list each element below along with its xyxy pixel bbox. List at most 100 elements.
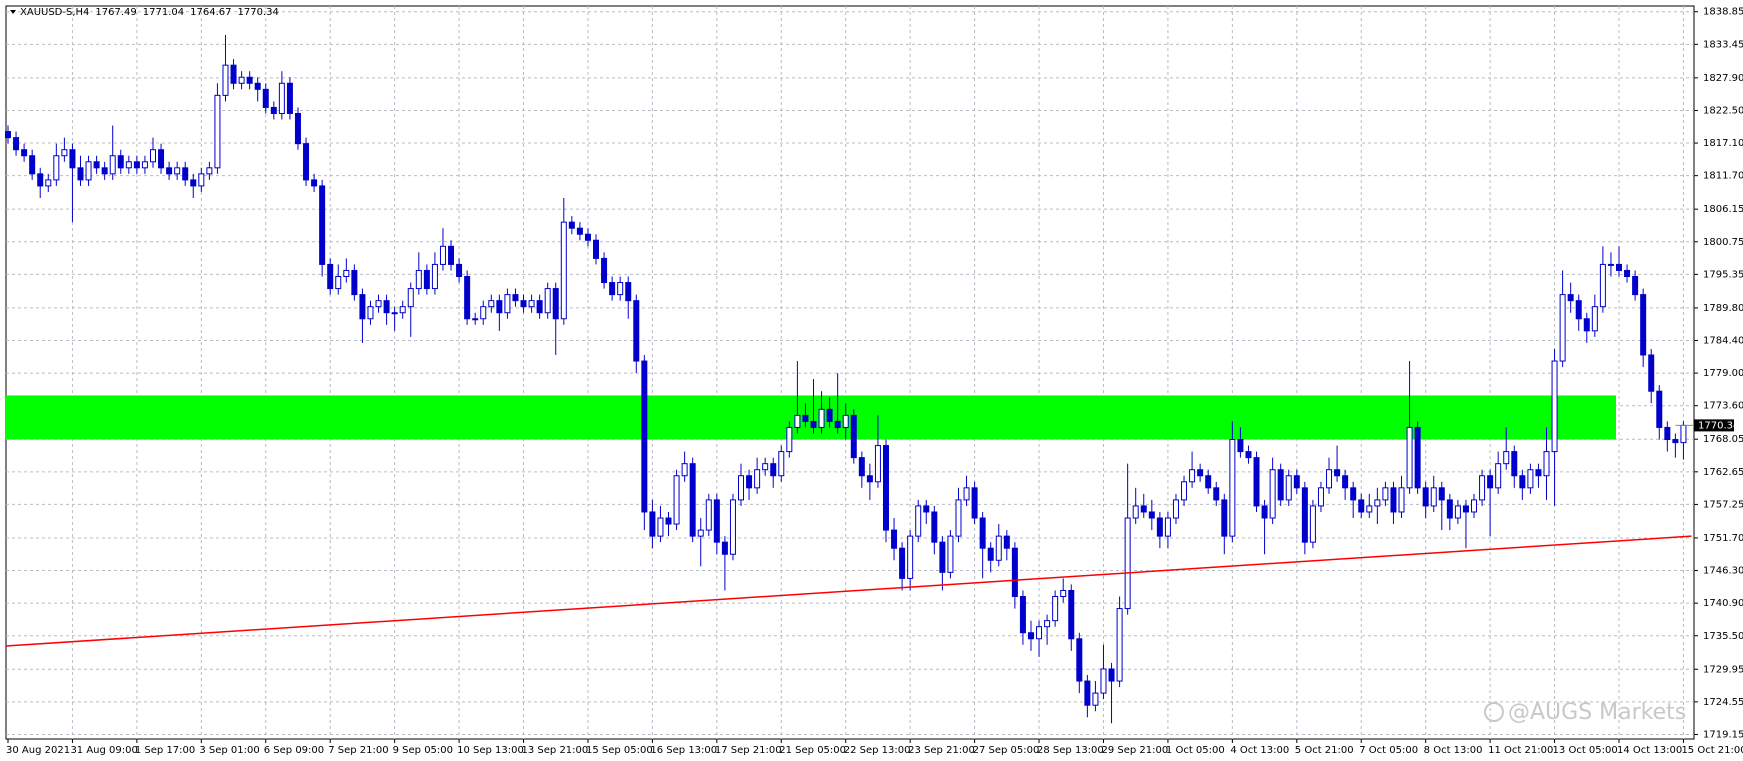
candle-body bbox=[939, 541, 946, 573]
candle-body bbox=[899, 547, 906, 579]
candle-body bbox=[1640, 294, 1647, 356]
header-value: 1770.34 bbox=[237, 7, 278, 18]
candle-body bbox=[1471, 499, 1478, 513]
candle-body bbox=[1108, 668, 1115, 682]
candle-body bbox=[456, 263, 463, 277]
candle-body bbox=[77, 167, 84, 181]
x-tick-label: 11 Oct 21:00 bbox=[1488, 745, 1553, 756]
candle-body bbox=[1607, 263, 1614, 266]
candle-body bbox=[1599, 263, 1606, 308]
candle-body bbox=[713, 499, 720, 543]
y-tick-label: 1746.30 bbox=[1703, 566, 1743, 577]
candle-body bbox=[721, 541, 728, 555]
candle-body bbox=[1664, 426, 1671, 441]
candle-body bbox=[995, 535, 1002, 561]
candle-body bbox=[850, 414, 857, 459]
candle-body bbox=[254, 82, 261, 90]
x-tick-label: 15 Oct 21:00 bbox=[1681, 745, 1743, 756]
candle-body bbox=[512, 294, 519, 302]
candle-body bbox=[560, 221, 567, 320]
candle-body bbox=[1269, 469, 1276, 519]
candle-body bbox=[238, 76, 245, 84]
candle-body bbox=[826, 408, 833, 422]
candle-body bbox=[1036, 626, 1043, 640]
candle-body bbox=[1052, 596, 1059, 622]
candle-body bbox=[1181, 481, 1188, 501]
candle-body bbox=[802, 414, 809, 422]
candle-body bbox=[431, 263, 438, 290]
price-label: 1770.34 bbox=[1698, 420, 1739, 431]
candle-body bbox=[1326, 469, 1333, 489]
candle-body bbox=[963, 487, 970, 501]
y-tick-label: 1773.60 bbox=[1703, 401, 1743, 412]
x-tick-label: 13 Sep 21:00 bbox=[522, 745, 589, 756]
candle-body bbox=[947, 535, 954, 573]
candle-body bbox=[955, 499, 962, 537]
candle-body bbox=[1446, 499, 1453, 519]
candle-body bbox=[93, 161, 100, 169]
candle-body bbox=[1350, 487, 1357, 501]
candle-body bbox=[262, 88, 269, 108]
candle-body bbox=[1672, 439, 1679, 444]
candle-body bbox=[1656, 390, 1663, 428]
candle-body bbox=[1430, 487, 1437, 507]
candle-body bbox=[1285, 475, 1292, 501]
header-arrow bbox=[10, 10, 16, 14]
candle-body bbox=[464, 275, 471, 320]
candle-body bbox=[133, 161, 140, 169]
candle-body bbox=[842, 414, 849, 428]
zone bbox=[5, 395, 1616, 440]
candle-body bbox=[1317, 487, 1324, 507]
candle-body bbox=[915, 505, 922, 537]
candle-body bbox=[1309, 505, 1316, 543]
candle-body bbox=[1277, 469, 1284, 501]
candle-body bbox=[1027, 632, 1034, 640]
candle-body bbox=[1358, 499, 1365, 513]
candle-body bbox=[762, 463, 769, 471]
candle-body bbox=[214, 94, 221, 169]
y-tick-label: 1833.45 bbox=[1703, 39, 1743, 50]
candle-body bbox=[206, 167, 213, 175]
x-tick-label: 1 Sep 17:00 bbox=[135, 745, 195, 756]
candle-body bbox=[286, 82, 293, 114]
symbol: XAUUSD-S,H4 bbox=[20, 7, 89, 18]
candle-body bbox=[1068, 589, 1075, 640]
candle-body bbox=[891, 529, 898, 549]
candle-body bbox=[987, 547, 994, 561]
candle-body bbox=[246, 76, 253, 84]
candle-body bbox=[1406, 426, 1413, 489]
candle-body bbox=[584, 233, 591, 241]
candle-body bbox=[697, 529, 704, 537]
y-tick-label: 1795.35 bbox=[1703, 269, 1743, 280]
candle-body bbox=[439, 245, 446, 265]
x-tick-label: 21 Sep 05:00 bbox=[779, 745, 846, 756]
candle-body bbox=[1624, 269, 1631, 277]
candle-body bbox=[1060, 589, 1067, 598]
candle-body bbox=[1454, 505, 1461, 519]
candle-body bbox=[53, 155, 60, 181]
x-tick-label: 7 Sep 21:00 bbox=[328, 745, 388, 756]
candle-body bbox=[705, 499, 712, 531]
candle-body bbox=[1559, 294, 1566, 362]
candle-body bbox=[182, 167, 189, 181]
candle-body bbox=[270, 106, 277, 114]
candle-body bbox=[367, 306, 374, 320]
candle-body bbox=[125, 161, 132, 169]
y-tick-label: 1779.00 bbox=[1703, 368, 1743, 379]
candle-body bbox=[278, 82, 285, 114]
header-value: 1767.49 bbox=[95, 7, 136, 18]
candle-body bbox=[1229, 439, 1236, 537]
y-tick-label: 1811.70 bbox=[1703, 171, 1743, 182]
candle-body bbox=[480, 306, 487, 320]
price-label-box bbox=[1694, 419, 1734, 432]
candle-body bbox=[448, 245, 455, 265]
y-tick-label: 1719.15 bbox=[1703, 729, 1743, 740]
candle-body bbox=[971, 487, 978, 519]
candle-body bbox=[1092, 692, 1099, 706]
candle-body bbox=[29, 155, 36, 175]
x-tick-label: 27 Sep 05:00 bbox=[973, 745, 1040, 756]
candle-body bbox=[1567, 294, 1574, 302]
candle-body bbox=[1591, 306, 1598, 332]
candle-body bbox=[576, 227, 583, 235]
candle-body bbox=[415, 269, 422, 290]
